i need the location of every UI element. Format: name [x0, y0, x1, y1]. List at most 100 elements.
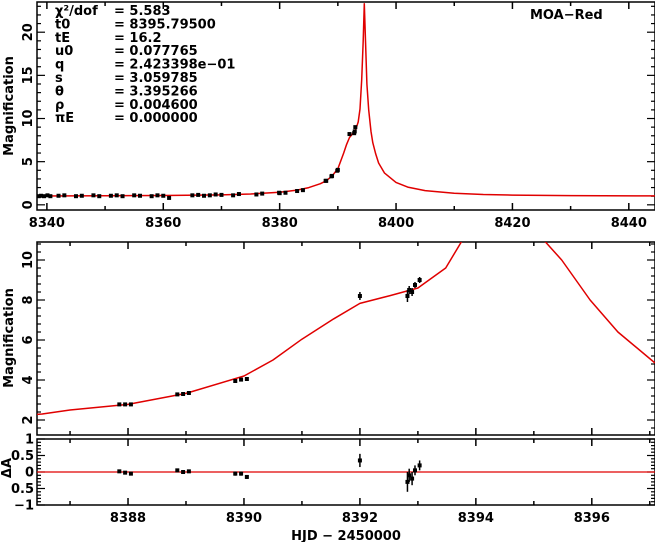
data-point	[231, 193, 236, 198]
data-point	[149, 194, 154, 199]
data-point	[405, 294, 410, 298]
data-point	[117, 402, 122, 407]
legend-label: MOA−Red	[530, 8, 603, 23]
param-value: = 5.583	[114, 4, 171, 19]
data-point	[202, 193, 207, 198]
param-label: θ	[55, 84, 64, 99]
param-value: = 16.2	[114, 31, 162, 46]
model-curve	[37, 242, 655, 416]
param-value: = 3.395266	[114, 84, 198, 99]
plot-frame	[36, 241, 655, 436]
overview-panel: 8340 8360 8380 8400 8420 8440 0 5 10 15 20	[21, 1, 655, 231]
data-point	[190, 193, 195, 198]
y-tick-label: 10	[21, 251, 36, 269]
data-point	[207, 193, 212, 198]
x-tick-label: 8390	[226, 511, 262, 526]
data-point	[239, 471, 244, 476]
data-point	[132, 193, 137, 198]
data-point	[97, 194, 102, 199]
data-point	[120, 194, 125, 199]
data-point	[254, 192, 259, 197]
y-tick-label: 15	[21, 66, 36, 84]
y-tick-label: 6	[21, 335, 36, 344]
residual-panel: 8388 8390 8392 8394 8396−10.500.51	[11, 433, 655, 526]
data-point	[335, 167, 340, 172]
plot-content	[37, 242, 655, 416]
param-label: q	[55, 58, 64, 73]
param-label: ρ	[55, 98, 64, 113]
y-axis-label-middle: Magnification	[2, 288, 17, 388]
data-point	[41, 194, 46, 199]
data-point	[181, 392, 186, 396]
data-point	[155, 193, 160, 198]
y-tick-label: 5	[21, 157, 36, 166]
y-tick-label: 0	[21, 200, 36, 209]
y-axis-label-top: Magnification	[2, 56, 17, 156]
plot-frame	[36, 1, 655, 211]
data-point	[79, 193, 84, 198]
data-point	[45, 193, 50, 198]
data-point	[412, 468, 417, 473]
data-point	[175, 392, 180, 397]
data-point	[91, 193, 96, 198]
data-point	[186, 391, 191, 395]
x-tick-label: 8340	[29, 216, 65, 231]
param-label: tE	[55, 31, 70, 46]
data-point	[244, 377, 249, 381]
param-value: = 8395.79500	[114, 17, 216, 32]
data-point	[117, 469, 122, 474]
y-tick-label: 0.5	[11, 482, 34, 497]
data-point	[128, 471, 133, 476]
data-point	[161, 193, 166, 198]
param-value: = 0.077765	[114, 44, 198, 59]
data-point	[108, 193, 113, 198]
plot-content	[37, 453, 655, 492]
data-point	[357, 294, 362, 298]
data-point	[239, 377, 244, 382]
data-point	[353, 125, 358, 130]
data-point	[236, 192, 241, 197]
x-axis-label: HJD − 2450000	[291, 529, 401, 542]
fit-parameters: χ²/dof = 5.583 t0 = 8395.79500 tE = 16.2 u0 = 0…	[55, 4, 235, 126]
data-point	[48, 194, 53, 199]
data-point	[186, 469, 191, 474]
zoom-panel: 2 4 6 8 10	[21, 241, 655, 436]
data-point	[347, 132, 352, 137]
y-tick-label: −1	[14, 499, 34, 514]
data-point	[123, 470, 128, 475]
data-point	[417, 463, 422, 468]
data-point	[167, 195, 172, 200]
data-point	[213, 192, 218, 197]
x-tick-label: 8392	[342, 511, 378, 526]
data-point	[300, 188, 305, 193]
data-point	[219, 192, 224, 197]
data-point	[407, 473, 412, 478]
data-point	[283, 190, 288, 195]
data-point	[128, 402, 133, 407]
y-tick-label: 20	[21, 23, 36, 41]
param-value: = 0.000000	[114, 111, 198, 126]
param-value: = 2.423398e−01	[114, 58, 235, 73]
data-point	[39, 193, 44, 198]
data-point	[405, 479, 410, 484]
data-point	[277, 191, 282, 196]
data-point	[37, 194, 41, 199]
y-tick-label: 10	[21, 109, 36, 127]
y-tick-label: 0.5	[11, 449, 34, 464]
data-point	[410, 476, 415, 481]
y-tick-label: 0	[25, 466, 34, 481]
param-value: = 3.059785	[114, 71, 198, 86]
data-point	[196, 192, 201, 197]
param-label: s	[55, 71, 63, 86]
param-label: πE	[55, 111, 74, 126]
data-point	[407, 288, 412, 292]
param-label: t0	[55, 17, 70, 32]
x-tick-label: 8420	[494, 216, 530, 231]
data-point	[138, 193, 142, 198]
y-tick-label: 2	[21, 415, 36, 424]
data-point	[352, 129, 357, 134]
param-label: χ²/dof	[55, 4, 98, 19]
data-point	[260, 191, 265, 196]
data-point	[410, 290, 415, 294]
data-point	[233, 471, 238, 476]
